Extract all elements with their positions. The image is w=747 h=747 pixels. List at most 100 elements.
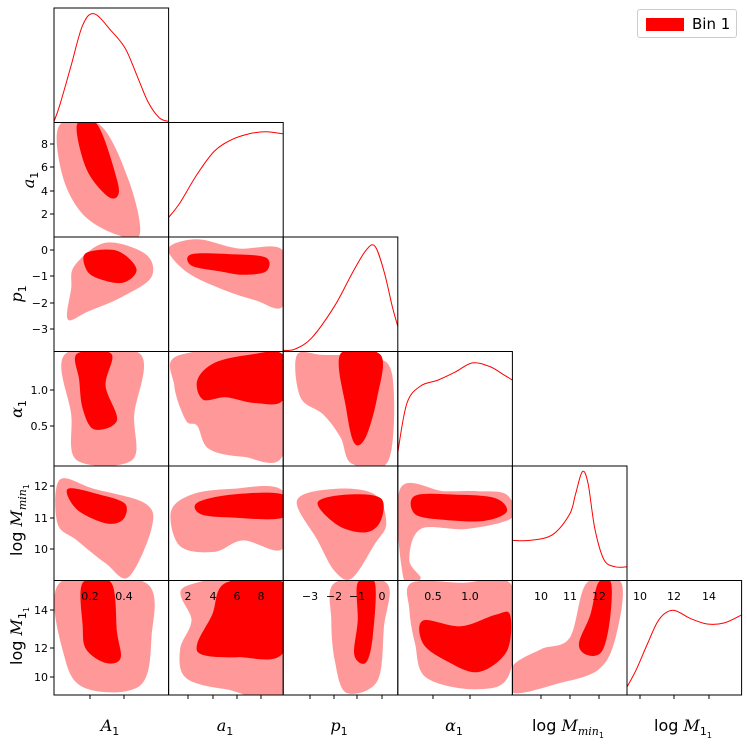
ticks-layer bbox=[50, 143, 710, 699]
panel-4-3 bbox=[397, 483, 513, 581]
x-tick-A1-1: 0.4 bbox=[115, 590, 133, 603]
panel-0-0 bbox=[54, 13, 169, 122]
panel-frame bbox=[626, 580, 743, 696]
panel-4-2 bbox=[296, 488, 387, 580]
y-tick-lmm-0: 10 bbox=[34, 543, 48, 556]
x-tick-p1-2: −1 bbox=[349, 590, 365, 603]
contour-68 bbox=[419, 611, 512, 673]
x-label-a1: a1 bbox=[217, 716, 234, 738]
x-tick-lm1-1: 12 bbox=[667, 590, 681, 603]
contour-68 bbox=[196, 351, 284, 405]
y-tick-lmm-1: 11 bbox=[34, 512, 48, 525]
x-tick-lmm-0: 10 bbox=[534, 590, 548, 603]
legend-swatch bbox=[646, 18, 684, 31]
marginal-curve bbox=[627, 609, 742, 688]
y-tick-p1-2: −1 bbox=[32, 270, 48, 283]
contour-68 bbox=[74, 351, 118, 430]
contour-68 bbox=[578, 580, 612, 656]
contour-95 bbox=[168, 239, 284, 309]
panel-5-1 bbox=[179, 580, 284, 695]
contour-68 bbox=[187, 253, 270, 275]
y-tick-a1-0: 2 bbox=[41, 208, 48, 221]
panel-2-1 bbox=[168, 239, 284, 309]
x-axis-labels: A1 a1 p1 α1 log Mmin1 log M11 bbox=[99, 716, 712, 740]
panel-4-4 bbox=[512, 470, 628, 568]
y-label-al1: α1 bbox=[7, 400, 29, 418]
y-tick-a1-2: 6 bbox=[41, 161, 48, 174]
panel-3-2 bbox=[295, 351, 395, 466]
contour-68 bbox=[196, 580, 284, 660]
y-tick-a1-3: 8 bbox=[41, 138, 48, 151]
x-tick-lmm-2: 12 bbox=[592, 590, 606, 603]
marginal-curve bbox=[397, 362, 513, 453]
contour-68 bbox=[76, 122, 119, 199]
marginal-curve bbox=[168, 131, 284, 218]
contour-68 bbox=[83, 249, 137, 284]
panel-5-5 bbox=[627, 609, 742, 688]
panel-4-0 bbox=[55, 478, 154, 579]
x-tick-p1-0: −3 bbox=[302, 590, 318, 603]
x-tick-lm1-0: 10 bbox=[633, 590, 647, 603]
x-tick-p1-3: 0 bbox=[379, 590, 386, 603]
panel-2-2 bbox=[283, 244, 398, 352]
panel-2-0 bbox=[66, 242, 154, 321]
panel-5-3 bbox=[406, 580, 513, 690]
panel-3-1 bbox=[170, 351, 284, 463]
panel-3-0 bbox=[61, 351, 144, 466]
y-label-lm1: log M11 bbox=[7, 607, 31, 665]
x-tick-p1-1: −2 bbox=[326, 590, 342, 603]
panel-frame bbox=[168, 122, 284, 238]
x-tick-lm1-2: 14 bbox=[702, 590, 716, 603]
panel-frame bbox=[397, 351, 513, 467]
x-tick-lmm-1: 11 bbox=[563, 590, 577, 603]
x-tick-a1-1: 4 bbox=[210, 590, 217, 603]
x-tick-a1-0: 2 bbox=[185, 590, 192, 603]
x-label-al1: α1 bbox=[445, 716, 463, 738]
panel-5-4 bbox=[512, 580, 623, 694]
panel-frame bbox=[282, 236, 399, 352]
frames-layer bbox=[53, 7, 743, 696]
contour-68 bbox=[410, 493, 508, 522]
x-tick-labels: 0.2 0.4 2 4 6 8 −3 −2 −1 0 0.5 1.0 10 11… bbox=[81, 590, 716, 603]
y-tick-lm1-0: 10 bbox=[34, 671, 48, 684]
y-axis-labels: a1 p1 α1 log Mmin1 log M11 bbox=[7, 172, 41, 665]
contour-68 bbox=[338, 351, 383, 446]
panel-1-0 bbox=[56, 122, 141, 237]
legend: Bin 1 bbox=[637, 9, 737, 38]
contour-68 bbox=[194, 492, 284, 520]
panel-4-1 bbox=[170, 485, 284, 553]
panels-layer bbox=[54, 13, 742, 695]
y-tick-p1-1: −2 bbox=[32, 297, 48, 310]
panel-frame bbox=[511, 465, 628, 581]
panel-3-3 bbox=[397, 362, 513, 453]
marginal-curve bbox=[283, 244, 398, 352]
x-tick-al1-0: 0.5 bbox=[424, 590, 442, 603]
y-tick-lm1-1: 12 bbox=[34, 642, 48, 655]
panel-1-1 bbox=[168, 131, 284, 218]
x-label-p1: p1 bbox=[330, 716, 347, 738]
y-tick-labels: 8 6 4 2 0 −1 −2 −3 1.0 0.5 12 11 10 14 1… bbox=[31, 138, 49, 684]
y-tick-a1-1: 4 bbox=[41, 185, 48, 198]
x-tick-A1-0: 0.2 bbox=[81, 590, 99, 603]
y-tick-lm1-2: 14 bbox=[34, 604, 48, 617]
x-label-lmm: log Mmin1 bbox=[532, 716, 604, 740]
panel-5-2 bbox=[329, 580, 390, 694]
y-tick-al1-0: 0.5 bbox=[31, 420, 49, 433]
x-label-lm1: log M11 bbox=[654, 716, 712, 740]
y-label-lmm: log Mmin1 bbox=[7, 484, 31, 556]
x-tick-a1-2: 6 bbox=[234, 590, 241, 603]
panel-5-0 bbox=[54, 580, 155, 693]
marginal-curve bbox=[54, 13, 169, 122]
x-tick-a1-3: 8 bbox=[258, 590, 265, 603]
x-label-A1: A1 bbox=[99, 716, 120, 738]
marginal-curve bbox=[512, 470, 628, 568]
contour-68 bbox=[66, 488, 127, 524]
y-tick-al1-1: 1.0 bbox=[31, 384, 49, 397]
y-label-a1: a1 bbox=[19, 172, 41, 189]
y-tick-p1-0: −3 bbox=[32, 323, 48, 336]
x-tick-al1-1: 1.0 bbox=[461, 590, 479, 603]
legend-label: Bin 1 bbox=[692, 15, 731, 33]
contour-68 bbox=[354, 580, 376, 664]
contour-68 bbox=[80, 580, 121, 664]
